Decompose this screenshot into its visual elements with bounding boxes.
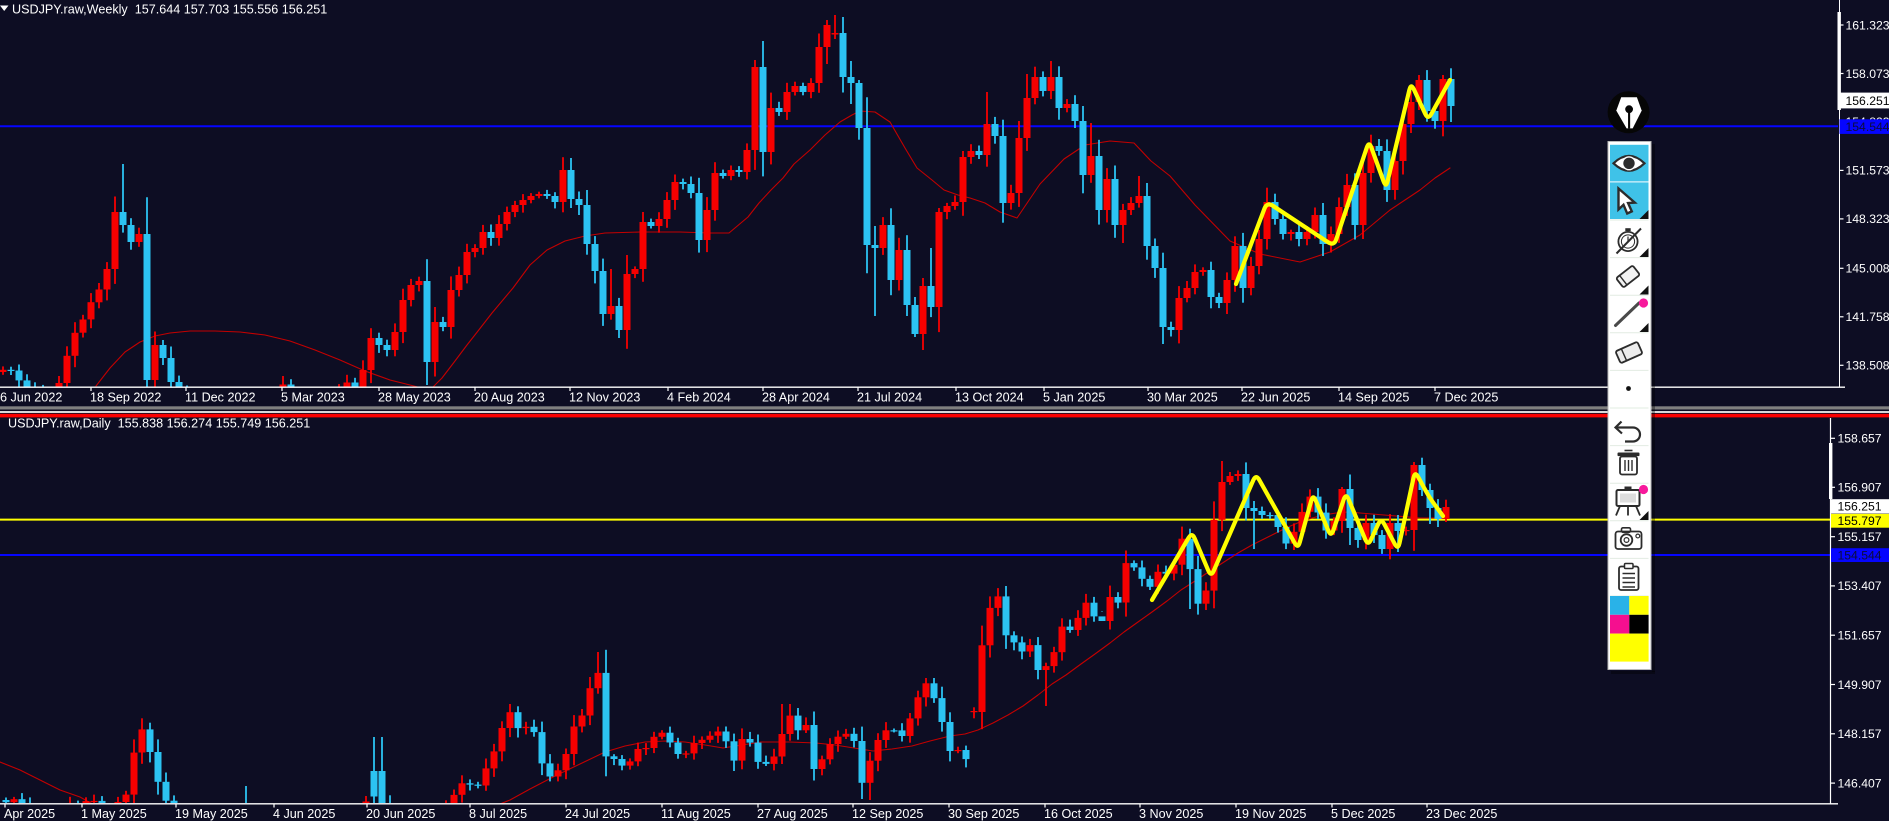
svg-text:5 Mar 2023: 5 Mar 2023 (281, 391, 345, 405)
svg-text:141.758: 141.758 (1846, 310, 1889, 324)
svg-text:28 May 2023: 28 May 2023 (378, 391, 451, 405)
svg-text:3 Nov 2025: 3 Nov 2025 (1139, 807, 1203, 821)
svg-text:161.323: 161.323 (1846, 18, 1889, 32)
svg-text:156.907: 156.907 (1838, 481, 1882, 495)
svg-text:151.573: 151.573 (1846, 164, 1889, 178)
svg-text:151.657: 151.657 (1838, 629, 1882, 643)
svg-text:16 Oct 2025: 16 Oct 2025 (1044, 807, 1113, 821)
svg-text:13 Oct 2024: 13 Oct 2024 (955, 391, 1024, 405)
svg-text:145.008: 145.008 (1846, 262, 1889, 276)
svg-text:156.251: 156.251 (1838, 500, 1882, 514)
svg-text:154.544: 154.544 (1838, 548, 1882, 562)
svg-text:22 Jun 2025: 22 Jun 2025 (1241, 391, 1310, 405)
svg-text:30 Mar 2025: 30 Mar 2025 (1147, 391, 1218, 405)
svg-text:156.251: 156.251 (1846, 94, 1889, 108)
svg-text:6 Jun 2022: 6 Jun 2022 (0, 391, 62, 405)
svg-text:19 Nov 2025: 19 Nov 2025 (1235, 807, 1306, 821)
svg-text:28 Apr 2024: 28 Apr 2024 (762, 391, 830, 405)
svg-text:19 May 2025: 19 May 2025 (175, 807, 248, 821)
svg-text:12 Sep 2025: 12 Sep 2025 (852, 807, 923, 821)
svg-text:18 Sep 2022: 18 Sep 2022 (90, 391, 161, 405)
svg-text:158.073: 158.073 (1846, 67, 1889, 81)
svg-text:146.407: 146.407 (1838, 776, 1882, 790)
svg-text:USDJPY.raw,Daily 155.838 156.: USDJPY.raw,Daily 155.838 156.274 155.749… (8, 417, 310, 431)
svg-text:155.797: 155.797 (1838, 514, 1882, 528)
svg-text:153.407: 153.407 (1838, 579, 1882, 593)
svg-text:5 Jan 2025: 5 Jan 2025 (1043, 391, 1105, 405)
svg-text:Apr 2025: Apr 2025 (4, 807, 55, 821)
svg-text:149.907: 149.907 (1838, 678, 1882, 692)
svg-text:11 Dec 2022: 11 Dec 2022 (185, 391, 255, 405)
svg-text:148.157: 148.157 (1838, 727, 1882, 741)
svg-text:7 Dec 2025: 7 Dec 2025 (1434, 391, 1498, 405)
svg-text:30 Sep 2025: 30 Sep 2025 (948, 807, 1019, 821)
svg-text:5 Dec 2025: 5 Dec 2025 (1331, 807, 1395, 821)
svg-text:14 Sep 2025: 14 Sep 2025 (1338, 391, 1409, 405)
svg-text:4 Jun 2025: 4 Jun 2025 (273, 807, 335, 821)
svg-text:20 Jun 2025: 20 Jun 2025 (366, 807, 435, 821)
svg-text:20 Aug 2023: 20 Aug 2023 (474, 391, 545, 405)
svg-text:24 Jul 2025: 24 Jul 2025 (565, 807, 630, 821)
svg-text:154.544: 154.544 (1846, 120, 1889, 134)
svg-text:138.508: 138.508 (1846, 359, 1889, 373)
svg-text:8 Jul 2025: 8 Jul 2025 (469, 807, 527, 821)
svg-text:12 Nov 2023: 12 Nov 2023 (569, 391, 640, 405)
svg-text:USDJPY.raw,Weekly 157.644 157: USDJPY.raw,Weekly 157.644 157.703 155.55… (12, 3, 327, 17)
svg-text:148.323: 148.323 (1846, 212, 1889, 226)
svg-text:11 Aug 2025: 11 Aug 2025 (661, 807, 731, 821)
svg-text:23 Dec 2025: 23 Dec 2025 (1426, 807, 1497, 821)
svg-text:155.157: 155.157 (1838, 530, 1882, 544)
svg-text:1 May 2025: 1 May 2025 (81, 807, 147, 821)
svg-text:27 Aug 2025: 27 Aug 2025 (757, 807, 828, 821)
svg-text:21 Jul 2024: 21 Jul 2024 (857, 391, 922, 405)
svg-text:158.657: 158.657 (1838, 432, 1882, 446)
svg-text:4 Feb 2024: 4 Feb 2024 (667, 391, 731, 405)
